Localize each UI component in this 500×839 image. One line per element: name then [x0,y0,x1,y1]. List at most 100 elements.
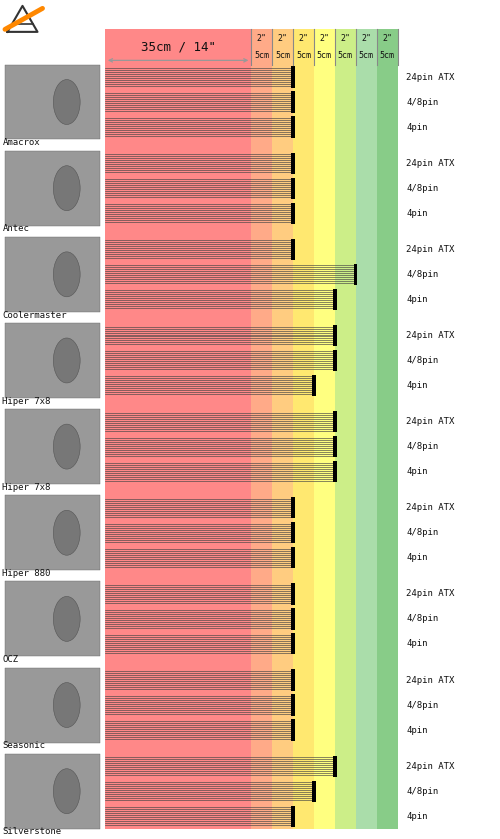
Bar [272,29,293,65]
Text: 4pin: 4pin [406,467,428,476]
Text: 24pin ATX: 24pin ATX [406,72,455,81]
Bar [376,29,398,65]
Text: 5cm: 5cm [380,51,394,60]
Text: 24pin ATX: 24pin ATX [406,159,455,168]
Bar [5,581,100,656]
Bar [333,350,336,371]
Bar [333,756,336,777]
Bar [5,65,100,139]
Bar [5,753,100,829]
Text: 4pin: 4pin [406,209,428,217]
Text: 2": 2" [256,34,266,43]
Bar [252,29,272,65]
Text: 4/8pin: 4/8pin [406,97,439,107]
Text: 5cm: 5cm [358,51,374,60]
Text: 5cm: 5cm [338,51,353,60]
Text: Hiper 880: Hiper 880 [2,569,51,578]
Bar [105,29,252,65]
Bar [105,65,252,829]
Bar [312,375,316,396]
Bar [335,29,355,65]
Text: 24pin ATX: 24pin ATX [406,762,455,771]
Bar [333,289,336,310]
Bar [293,65,314,829]
Bar [376,65,398,829]
Bar [356,65,376,829]
Bar [292,239,295,260]
Bar [292,66,295,88]
Bar [356,29,376,65]
Text: 4pin: 4pin [406,726,428,734]
Text: 2": 2" [361,34,371,43]
Bar [292,178,295,199]
Text: 4pin: 4pin [406,553,428,562]
Bar [312,780,316,802]
Bar [292,547,295,568]
Text: 5cm: 5cm [317,51,332,60]
Bar [252,65,272,829]
Circle shape [54,338,80,383]
Text: 24pin ATX: 24pin ATX [406,245,455,254]
Bar [292,608,295,629]
Bar [292,153,295,174]
Text: Silverstone: Silverstone [2,827,62,836]
Text: 35cm / 14": 35cm / 14" [140,40,216,54]
Text: Amacrox: Amacrox [2,138,40,147]
Text: 4/8pin: 4/8pin [406,529,439,537]
Text: Coolermaster: Coolermaster [2,310,67,320]
Text: 2": 2" [298,34,308,43]
Bar [292,583,295,605]
Text: Antec: Antec [2,224,30,233]
Text: OCZ: OCZ [2,655,18,664]
Bar [5,151,100,226]
Bar [333,325,336,347]
Bar [292,91,295,112]
Bar [292,117,295,138]
Circle shape [54,80,80,124]
Bar [5,495,100,571]
Bar [5,237,100,312]
Text: 4/8pin: 4/8pin [406,270,439,279]
Text: 2": 2" [278,34,287,43]
Text: Seasonic: Seasonic [2,741,46,750]
Bar [272,65,293,829]
Text: 4pin: 4pin [406,294,428,304]
Bar [333,436,336,457]
Circle shape [54,769,80,814]
Bar [5,668,100,743]
Bar [292,522,295,544]
Bar [292,670,295,690]
Bar [293,29,314,65]
Text: 2": 2" [340,34,350,43]
Text: Hiper 7x8: Hiper 7x8 [2,482,51,492]
Text: 2": 2" [382,34,392,43]
Bar [314,65,335,829]
Bar [292,202,295,224]
Bar [333,411,336,432]
Bar [5,323,100,398]
Circle shape [54,597,80,641]
Bar [5,409,100,484]
Text: 24pin ATX: 24pin ATX [406,417,455,426]
Bar [292,498,295,519]
Text: 24pin ATX: 24pin ATX [406,590,455,598]
Text: 4pin: 4pin [406,811,428,821]
Text: 5cm: 5cm [296,51,311,60]
Bar [292,695,295,716]
Text: 4/8pin: 4/8pin [406,442,439,451]
Text: 5cm: 5cm [254,51,269,60]
Text: 4/8pin: 4/8pin [406,356,439,365]
Circle shape [54,166,80,211]
Bar [292,719,295,741]
Text: 4/8pin: 4/8pin [406,787,439,795]
Text: 24pin ATX: 24pin ATX [406,675,455,685]
Bar [292,633,295,654]
Circle shape [54,252,80,297]
Text: 24pin ATX: 24pin ATX [406,331,455,340]
Text: Hiper 7x8: Hiper 7x8 [2,397,51,406]
Text: 4/8pin: 4/8pin [406,701,439,710]
Circle shape [54,425,80,469]
Text: 4pin: 4pin [406,381,428,390]
Bar [292,805,295,826]
Text: 5cm: 5cm [275,51,290,60]
